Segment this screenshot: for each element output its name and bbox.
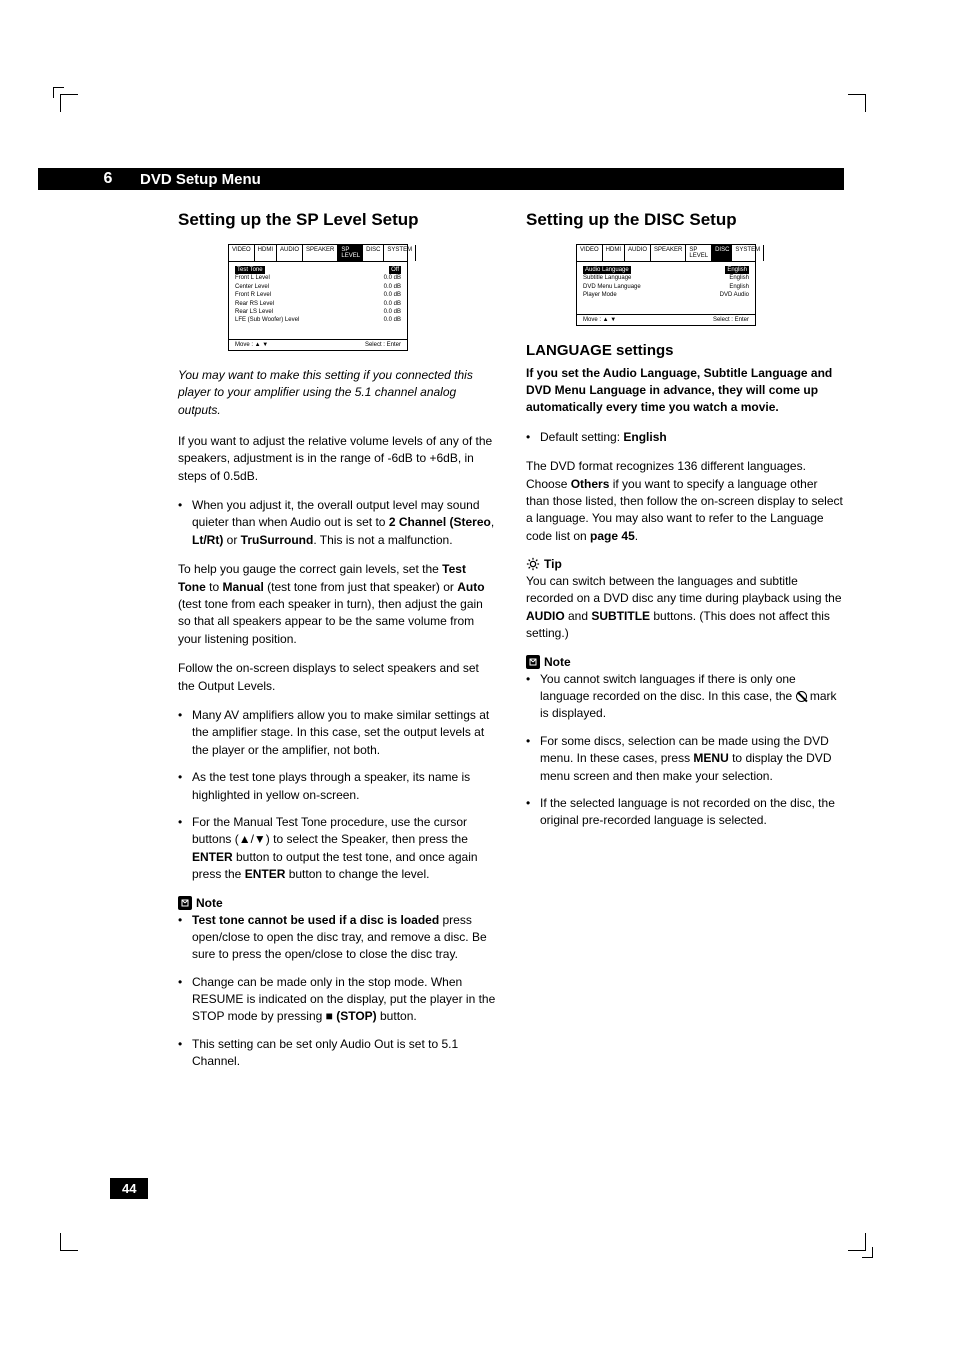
ss-tab: SPEAKER (651, 245, 686, 261)
note-icon (178, 896, 192, 910)
ss-tab: SP LEVEL (686, 245, 712, 261)
ss-tab: DISC (712, 245, 732, 261)
note-item: If the selected language is not recorded… (526, 795, 844, 830)
ss-row: Front L Level0.0 dB (235, 274, 401, 282)
ss-foot-select: Select : Enter (713, 317, 749, 323)
ss-tab: AUDIO (277, 245, 303, 261)
ss-foot-move: Move : ▲ ▼ (583, 317, 616, 323)
paragraph: To help you gauge the correct gain level… (178, 561, 496, 648)
chapter-number: 6 (38, 170, 128, 188)
ss-foot-select: Select : Enter (365, 342, 401, 348)
section-title-sp-level: Setting up the SP Level Setup (178, 210, 496, 230)
ss-row: Test ToneOff (235, 266, 401, 274)
ss-tab: DISC (363, 245, 384, 261)
chapter-title: DVD Setup Menu (128, 171, 261, 188)
page-number: 44 (110, 1178, 148, 1199)
section-title-disc: Setting up the DISC Setup (526, 210, 844, 230)
note-label: Note (178, 896, 496, 910)
paragraph: The DVD format recognizes 136 different … (526, 458, 844, 545)
sp-level-screenshot: VIDEOHDMIAUDIOSPEAKERSP LEVELDISCSYSTEM … (228, 244, 408, 351)
ss-tab: HDMI (603, 245, 625, 261)
paragraph: If you want to adjust the relative volum… (178, 433, 496, 485)
bold-intro: If you set the Audio Language, Subtitle … (526, 365, 844, 417)
chapter-header: 6 DVD Setup Menu (38, 168, 844, 190)
ss-tab: SPEAKER (303, 245, 338, 261)
crop-mark (848, 94, 866, 112)
ss-row: LFE (Sub Woofer) Level0.0 dB (235, 316, 401, 324)
note-item: Test tone cannot be used if a disc is lo… (178, 912, 496, 964)
ss-tab: AUDIO (625, 245, 651, 261)
note-icon (526, 655, 540, 669)
bullet-item: Many AV amplifiers allow you to make sim… (178, 707, 496, 759)
bullet-item: When you adjust it, the overall output l… (178, 497, 496, 549)
note-label: Note (526, 655, 844, 669)
crop-mark (60, 1233, 78, 1251)
paragraph: Follow the on-screen displays to select … (178, 660, 496, 695)
prohibit-icon (796, 691, 807, 702)
ss-row: Rear LS Level0.0 dB (235, 308, 401, 316)
note-item: For some discs, selection can be made us… (526, 733, 844, 785)
ss-row: Player ModeDVD Audio (583, 291, 749, 299)
crop-mark (60, 94, 78, 112)
tip-text: You can switch between the languages and… (526, 573, 844, 643)
ss-tab: HDMI (255, 245, 277, 261)
bullet-item: As the test tone plays through a speaker… (178, 769, 496, 804)
bullet-item: For the Manual Test Tone procedure, use … (178, 814, 496, 884)
tip-label: Tip (526, 557, 844, 571)
intro-text: You may want to make this setting if you… (178, 367, 496, 419)
ss-row: Rear RS Level0.0 dB (235, 300, 401, 308)
bullet-item: Default setting: English (526, 429, 844, 446)
ss-tab: VIDEO (577, 245, 603, 261)
gear-icon (526, 557, 540, 571)
note-item: This setting can be set only Audio Out i… (178, 1036, 496, 1071)
disc-screenshot: VIDEOHDMIAUDIOSPEAKERSP LEVELDISCSYSTEM … (576, 244, 756, 326)
left-column: Setting up the SP Level Setup VIDEOHDMIA… (178, 210, 496, 1083)
ss-tab: SP LEVEL (338, 245, 363, 261)
language-settings-heading: LANGUAGE settings (526, 342, 844, 359)
note-item: Change can be made only in the stop mode… (178, 974, 496, 1026)
ss-row: Front R Level0.0 dB (235, 291, 401, 299)
ss-row: Center Level0.0 dB (235, 283, 401, 291)
ss-row: DVD Menu LanguageEnglish (583, 283, 749, 291)
crop-mark (848, 1233, 866, 1251)
ss-tab: SYSTEM (384, 245, 416, 261)
ss-tab: VIDEO (229, 245, 255, 261)
right-column: Setting up the DISC Setup VIDEOHDMIAUDIO… (526, 210, 844, 1083)
note-item: You cannot switch languages if there is … (526, 671, 844, 723)
ss-row: Audio LanguageEnglish (583, 266, 749, 274)
ss-foot-move: Move : ▲ ▼ (235, 342, 268, 348)
ss-tab: SYSTEM (732, 245, 764, 261)
ss-row: Subtitle LanguageEnglish (583, 274, 749, 282)
